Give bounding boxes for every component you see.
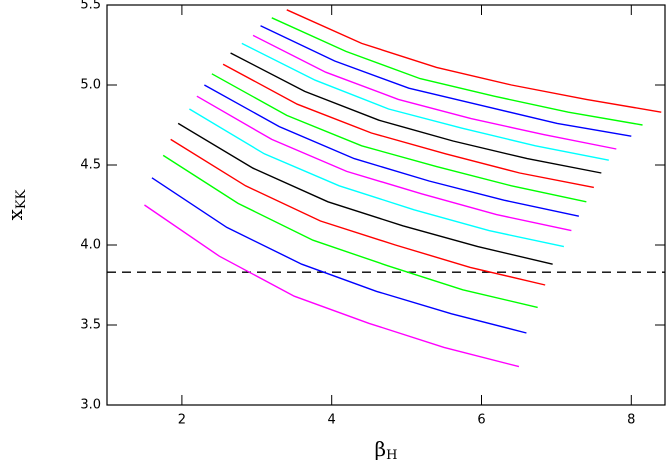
y-tick-label: 4.0	[80, 238, 101, 253]
y-axis-title: xKK	[3, 189, 29, 220]
curve	[286, 9, 662, 113]
x-tick-label: 4	[328, 413, 336, 428]
curve	[170, 138, 546, 286]
x-tick-label: 8	[627, 413, 635, 428]
plot-frame	[106, 4, 666, 406]
y-tick-label: 3.0	[80, 398, 101, 413]
curve	[222, 63, 594, 189]
y-axis-title-main: x	[3, 208, 27, 220]
curve	[252, 34, 617, 150]
curve	[211, 73, 587, 203]
curve	[230, 52, 602, 174]
x-axis-title-main: β	[375, 437, 387, 461]
curve	[204, 84, 580, 217]
x-tick-label: 6	[477, 413, 485, 428]
curve	[196, 95, 572, 232]
curve	[151, 177, 527, 334]
curve	[144, 204, 520, 368]
x-tick-label: 2	[178, 413, 186, 428]
x-axis-title-sub: H	[386, 448, 397, 463]
y-tick-label: 3.5	[80, 318, 101, 333]
curve	[271, 17, 643, 126]
y-tick-label: 5.5	[80, 0, 101, 13]
curve	[241, 42, 609, 161]
curve	[177, 122, 553, 265]
curve	[162, 154, 538, 309]
curve	[189, 108, 565, 248]
x-axis-title: βH	[375, 437, 398, 463]
y-tick-label: 5.0	[80, 78, 101, 93]
curve	[260, 25, 632, 137]
y-tick-label: 4.5	[80, 158, 101, 173]
y-axis-title-sub: KK	[14, 189, 29, 209]
